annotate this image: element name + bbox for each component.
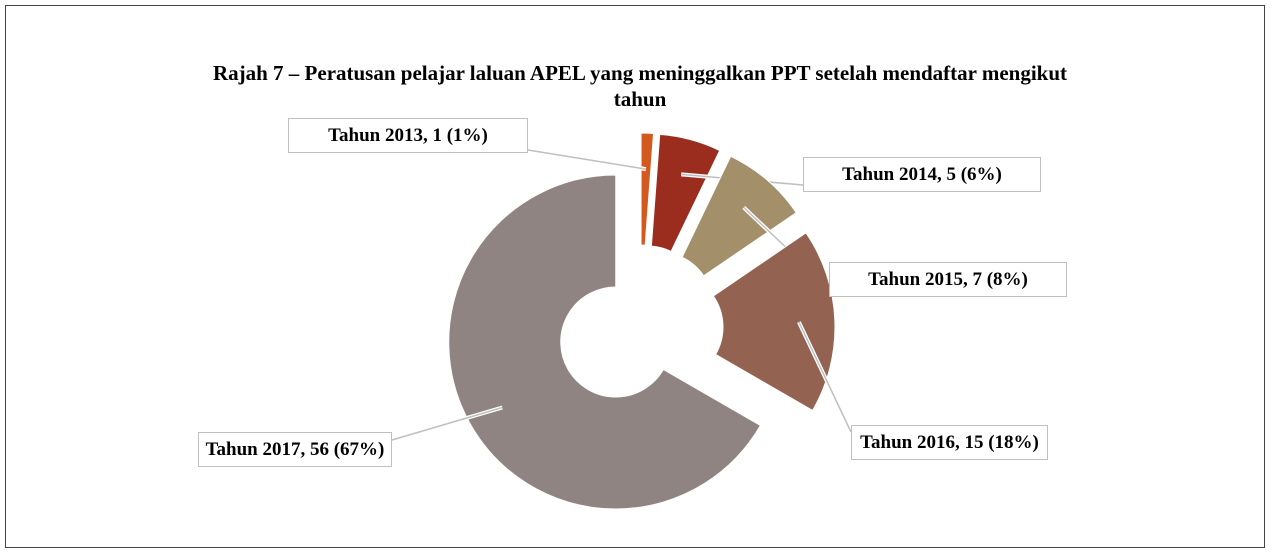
- leader-line: [798, 321, 852, 433]
- leader-line: [391, 406, 503, 441]
- donut-slice: [650, 133, 721, 253]
- donut-slice: [640, 132, 655, 246]
- donut-slice: [681, 155, 797, 277]
- data-label: Tahun 2015, 7 (8%): [829, 262, 1067, 297]
- data-label: Tahun 2014, 5 (6%): [803, 157, 1041, 192]
- chart-title: Rajah 7 – Peratusan pelajar laluan APEL …: [212, 61, 1068, 111]
- chart-frame: [5, 5, 1265, 548]
- data-label: Tahun 2016, 15 (18%): [851, 425, 1048, 460]
- donut-slice: [712, 232, 836, 412]
- data-label: Tahun 2013, 1 (1%): [288, 118, 528, 153]
- leader-line: [527, 149, 647, 170]
- donut-slice: [448, 174, 762, 510]
- data-label: Tahun 2017, 56 (67%): [198, 432, 392, 467]
